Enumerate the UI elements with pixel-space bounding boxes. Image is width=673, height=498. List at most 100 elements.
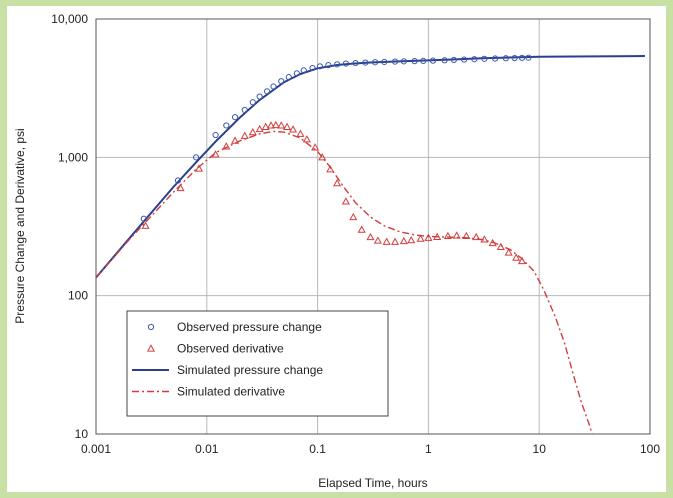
legend-triangle-symbol	[146, 344, 156, 352]
series-line	[95, 130, 593, 435]
data-point	[496, 242, 505, 251]
data-point	[240, 131, 249, 139]
data-point	[194, 164, 204, 172]
legend-label: Simulated pressure change	[177, 363, 323, 377]
data-point	[517, 256, 527, 265]
data-point	[271, 120, 280, 129]
data-point	[277, 121, 286, 129]
x-axis-title: Elapsed Time, hours	[318, 476, 427, 490]
x-tick-label: 100	[640, 442, 660, 456]
data-point	[300, 67, 307, 74]
legend-label: Observed derivative	[177, 342, 284, 356]
series-group	[95, 54, 645, 435]
data-point	[450, 56, 458, 64]
data-point	[399, 236, 408, 245]
data-point	[362, 59, 369, 66]
y-tick-label: 100	[68, 289, 88, 303]
data-point	[443, 231, 452, 240]
data-point	[326, 165, 335, 173]
data-point	[318, 153, 327, 161]
data-point	[400, 58, 407, 65]
data-point	[511, 54, 518, 62]
x-tick-label: 10	[533, 442, 547, 456]
data-point	[471, 56, 478, 63]
data-point	[288, 125, 298, 133]
y-tick-label: 10,000	[51, 12, 88, 26]
data-point	[283, 122, 292, 130]
data-point	[424, 233, 433, 241]
legend-circle-symbol	[147, 323, 155, 331]
data-point	[342, 60, 349, 67]
y-tick-label: 10	[75, 427, 89, 441]
legend: Observed pressure change Observed derivat…	[126, 310, 389, 417]
data-point	[349, 212, 358, 221]
plot-area	[95, 18, 651, 435]
data-point	[416, 234, 425, 242]
data-point	[352, 59, 359, 67]
data-point	[293, 70, 300, 77]
data-point	[222, 142, 231, 150]
series-simulated-pressure-change	[95, 55, 645, 279]
data-point	[176, 183, 185, 192]
data-point	[261, 122, 270, 130]
data-point	[411, 58, 418, 65]
x-tick-label: 0.01	[195, 442, 219, 456]
data-point	[223, 122, 230, 129]
data-point	[373, 236, 382, 244]
data-point	[231, 114, 239, 121]
data-point	[518, 54, 526, 61]
legend-label: Observed pressure change	[177, 320, 322, 334]
data-point	[357, 225, 366, 233]
y-axis-title: Pressure Change and Derivative, psi	[13, 128, 27, 323]
data-point	[481, 55, 488, 62]
x-tick-label: 0.001	[81, 442, 111, 456]
data-point	[472, 232, 481, 241]
legend-item: Simulated pressure change	[132, 363, 323, 377]
y-tick-label: 1,000	[58, 150, 88, 164]
data-point	[382, 237, 391, 245]
data-point	[420, 57, 427, 64]
data-point	[266, 121, 276, 129]
data-point	[249, 99, 256, 106]
data-point	[248, 127, 257, 136]
legend-label: Simulated derivative	[177, 385, 285, 399]
data-point	[278, 78, 285, 85]
data-point	[381, 58, 388, 66]
data-point	[512, 253, 521, 261]
data-point	[141, 221, 150, 229]
data-point	[462, 231, 471, 240]
data-point	[407, 235, 416, 244]
data-point	[140, 215, 147, 222]
series-line	[95, 55, 645, 279]
data-point	[441, 57, 448, 64]
data-point	[391, 58, 399, 65]
data-point	[480, 235, 489, 243]
data-point	[212, 131, 219, 139]
data-point	[241, 106, 248, 114]
data-point	[334, 61, 341, 68]
data-point	[296, 129, 305, 137]
data-point	[341, 197, 350, 205]
legend-box	[126, 310, 389, 417]
data-point	[333, 178, 342, 187]
series-observed-pressure-change	[140, 54, 532, 222]
data-point	[452, 231, 461, 239]
legend-item: Observed derivative	[146, 342, 284, 356]
data-point	[371, 59, 379, 66]
data-point	[488, 238, 497, 247]
legend-item: Observed pressure change	[147, 320, 322, 334]
data-point	[256, 93, 263, 100]
series-observed-derivative	[141, 120, 527, 265]
data-point	[192, 154, 200, 161]
data-point	[366, 232, 375, 241]
data-point	[325, 62, 332, 69]
data-point	[285, 74, 292, 81]
data-point	[390, 237, 400, 245]
data-point	[270, 83, 277, 90]
data-point	[504, 248, 513, 256]
data-point	[311, 143, 320, 151]
data-point	[174, 177, 182, 184]
data-point	[302, 135, 311, 143]
tick-labels: 0.001 0.01 0.1 1 10 100 10 100 1,000 10,000	[51, 12, 660, 456]
